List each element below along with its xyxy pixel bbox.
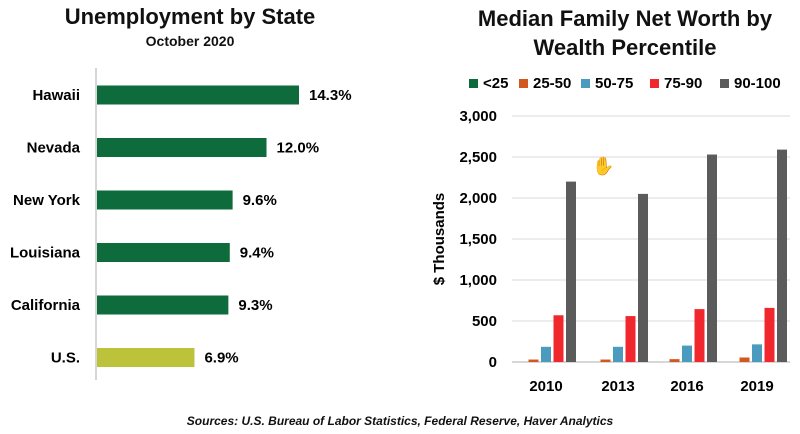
bar-2016-series-3 bbox=[694, 309, 705, 362]
y-tick-label: 1,000 bbox=[459, 272, 497, 289]
legend-swatch bbox=[650, 79, 659, 88]
bar-2013-series-3 bbox=[625, 316, 636, 362]
category-label: Louisiana bbox=[10, 245, 81, 262]
bar-2010-series-2 bbox=[541, 346, 551, 362]
category-label: California bbox=[11, 297, 81, 314]
bar-2019-series-1 bbox=[739, 357, 750, 362]
bar-2013-series-1 bbox=[600, 359, 611, 362]
bar-2010-series-1 bbox=[528, 359, 539, 362]
right-chart-title-line2: Wealth Percentile bbox=[533, 35, 717, 60]
y-tick-label: 2,000 bbox=[459, 190, 497, 207]
bar-nevada bbox=[97, 138, 267, 157]
data-label: 14.3% bbox=[309, 87, 352, 104]
hand-cursor-icon: ✋ bbox=[592, 156, 615, 176]
bar-2016-series-4 bbox=[707, 154, 717, 362]
x-tick-label: 2013 bbox=[601, 378, 634, 395]
data-label: 9.4% bbox=[240, 245, 274, 262]
legend-label: 90-100 bbox=[734, 75, 781, 92]
left-chart-title: Unemployment by State bbox=[64, 4, 316, 29]
source-note: Sources: U.S. Bureau of Labor Statistics… bbox=[186, 414, 614, 428]
category-label: Nevada bbox=[27, 140, 81, 157]
legend-swatch bbox=[581, 79, 590, 88]
y-tick-label: 3,000 bbox=[459, 108, 497, 125]
bar-2013-series-2 bbox=[613, 346, 623, 362]
x-tick-label: 2019 bbox=[740, 378, 773, 395]
legend-label: 50-75 bbox=[595, 75, 633, 92]
bar-2019-series-2 bbox=[752, 344, 762, 362]
legend-swatch bbox=[469, 79, 478, 88]
legend-label: 75-90 bbox=[664, 75, 702, 92]
y-tick-label: 2,500 bbox=[459, 149, 497, 166]
bar-new-york bbox=[97, 190, 233, 210]
category-label: New York bbox=[13, 192, 81, 209]
bar-2019-series-3 bbox=[764, 307, 775, 362]
y-tick-label: 1,500 bbox=[459, 231, 497, 248]
legend-label: <25 bbox=[483, 75, 508, 92]
bar-2016-series-2 bbox=[682, 345, 692, 362]
bar-2010-series-4 bbox=[566, 181, 576, 362]
category-label: U.S. bbox=[51, 350, 80, 367]
right-chart-title-line1: Median Family Net Worth by bbox=[477, 6, 773, 31]
data-label: 9.6% bbox=[243, 192, 277, 209]
data-label: 12.0% bbox=[277, 140, 320, 157]
y-axis-label: $ Thousands bbox=[431, 193, 448, 286]
left-chart-subtitle: October 2020 bbox=[145, 33, 235, 49]
right-chart-title: Median Family Net Worth by Wealth Percen… bbox=[455, 4, 795, 62]
category-label: Hawaii bbox=[32, 87, 80, 104]
bar-u-s- bbox=[97, 348, 195, 367]
bar-louisiana bbox=[97, 243, 230, 262]
legend-label: 25-50 bbox=[533, 75, 571, 92]
x-tick-label: 2016 bbox=[670, 378, 703, 395]
bar-hawaii bbox=[97, 85, 299, 105]
legend-swatch bbox=[519, 79, 528, 88]
data-label: 9.3% bbox=[238, 297, 272, 314]
x-tick-label: 2010 bbox=[529, 378, 562, 395]
data-label: 6.9% bbox=[204, 350, 238, 367]
bar-2010-series-3 bbox=[553, 315, 564, 362]
y-tick-label: 0 bbox=[489, 354, 497, 371]
bar-2013-series-4 bbox=[638, 193, 648, 362]
y-tick-label: 500 bbox=[472, 313, 497, 330]
bar-2019-series-4 bbox=[777, 149, 787, 362]
bar-california bbox=[97, 295, 229, 315]
legend-swatch bbox=[720, 79, 729, 88]
bar-2016-series-1 bbox=[669, 359, 680, 362]
